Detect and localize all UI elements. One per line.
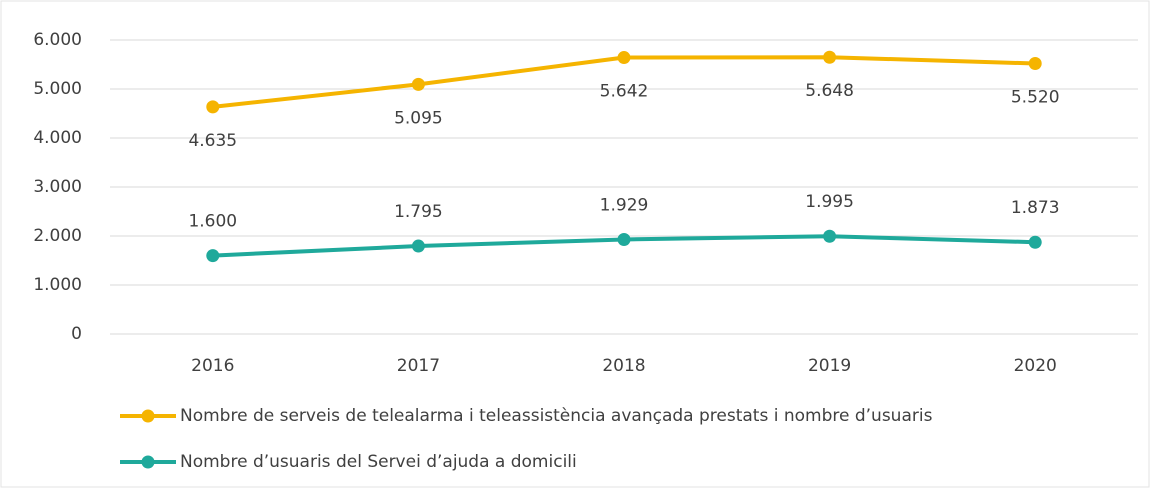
y-tick-label: 2.000 — [33, 226, 82, 246]
x-tick-label: 2020 — [1014, 356, 1057, 376]
data-label: 1.795 — [394, 202, 443, 222]
y-tick-label: 6.000 — [33, 30, 82, 50]
legend-label: Nombre d’usuaris del Servei d’ajuda a do… — [180, 452, 577, 472]
data-label: 5.095 — [394, 108, 443, 128]
legend-marker — [141, 455, 155, 469]
data-point — [411, 77, 425, 91]
data-label: 1.995 — [805, 192, 854, 212]
y-tick-label: 0 — [71, 324, 82, 344]
data-point — [206, 249, 220, 263]
data-point — [1028, 235, 1042, 249]
data-point — [617, 232, 631, 246]
legend-marker — [141, 409, 155, 423]
y-tick-label: 5.000 — [33, 79, 82, 99]
data-point — [823, 50, 837, 64]
data-point — [411, 239, 425, 253]
x-tick-label: 2016 — [191, 356, 234, 376]
data-label: 5.520 — [1011, 88, 1060, 108]
data-label: 1.600 — [188, 212, 237, 232]
data-label: 5.648 — [805, 81, 854, 101]
y-tick-label: 4.000 — [33, 128, 82, 148]
y-tick-label: 1.000 — [33, 275, 82, 295]
x-tick-label: 2017 — [397, 356, 440, 376]
data-point — [823, 229, 837, 243]
legend-label: Nombre de serveis de telealarma i teleas… — [180, 406, 933, 426]
data-label: 1.873 — [1011, 198, 1060, 218]
data-point — [617, 51, 631, 65]
data-label: 5.642 — [600, 82, 649, 102]
data-point — [1028, 57, 1042, 71]
data-label: 1.929 — [600, 195, 649, 215]
data-label: 4.635 — [188, 131, 237, 151]
y-tick-label: 3.000 — [33, 177, 82, 197]
x-tick-label: 2018 — [602, 356, 645, 376]
data-point — [206, 100, 220, 114]
x-tick-label: 2019 — [808, 356, 851, 376]
